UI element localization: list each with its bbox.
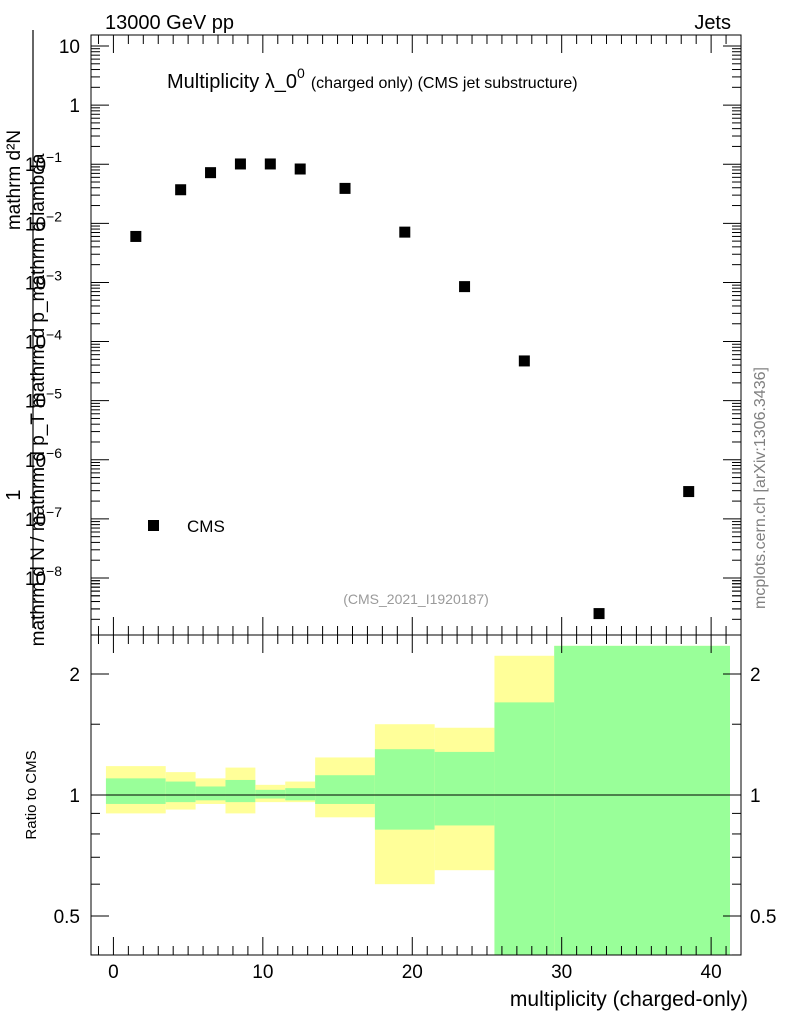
x-tick-label: 30: [551, 962, 572, 983]
data-point: [339, 182, 351, 194]
analysis-watermark: (CMS_2021_I1920187): [343, 591, 489, 607]
side-label: mcplots.cern.ch [arXiv:1306.3436]: [752, 367, 769, 609]
ratio-band-inner: [255, 789, 286, 799]
ratio-band-inner: [285, 788, 316, 801]
ratio-plot: 0 10 20 30 40 2 2 1 1 0.5 0.5 Ratio to CMS multipl…: [23, 634, 776, 1011]
ratio-band-inner: [434, 751, 495, 826]
data-point: [683, 486, 695, 498]
main-frame: [90, 34, 742, 636]
main-y-tick-exponent: −2: [46, 208, 62, 224]
ratio-band-inner: [195, 786, 226, 801]
data-point: [518, 355, 530, 367]
x-axis-label: multiplicity (charged-only): [510, 988, 748, 1011]
ratio-y-tick-label-right: 0.5: [750, 907, 776, 928]
data-point: [175, 184, 187, 196]
ratio-band-inner: [165, 781, 196, 803]
main-y-tick-exponent: −1: [46, 149, 62, 165]
data-point: [264, 158, 276, 170]
header-right: Jets: [694, 12, 731, 34]
ratio-band-inner: [494, 702, 555, 955]
main-y-tick-exponent: −6: [46, 445, 62, 461]
ratio-y-tick-label: 0.5: [54, 907, 80, 928]
main-title: Multiplicity λ_00 (charged only) (CMS jet…: [167, 65, 578, 93]
x-tick-label: 40: [701, 962, 722, 983]
main-title-paren: (charged only) (CMS jet substructure): [311, 75, 578, 92]
x-tick-label: 10: [252, 962, 273, 983]
ratio-y-tick-label: 2: [69, 665, 80, 686]
x-tick-label: 20: [402, 962, 423, 983]
data-point: [399, 226, 411, 238]
legend-label: CMS: [187, 517, 225, 536]
ratio-band-inner: [315, 775, 375, 804]
main-y-label: 1 mathrm d N / mathrm d p_T mathrm d p_m…: [3, 30, 49, 646]
main-y-tick-exponent: −8: [46, 563, 62, 579]
ratio-frame: [90, 634, 742, 956]
data-point: [130, 230, 142, 242]
y-label-one: 1: [3, 489, 25, 500]
legend-marker: [148, 520, 159, 531]
data-point: [205, 167, 217, 179]
main-y-tick-label: 1: [69, 96, 80, 117]
data-point: [234, 158, 246, 170]
ratio-y-tick-label-right: 1: [750, 786, 761, 807]
x-tick-label: 0: [108, 962, 119, 983]
data-point: [593, 608, 605, 620]
main-y-tick-label: 10: [59, 37, 80, 58]
data-point: [459, 281, 471, 293]
main-title-sup: 0: [297, 65, 305, 81]
header-left: 13000 GeV pp: [105, 12, 234, 34]
ratio-y-tick-label-right: 2: [750, 665, 761, 686]
ratio-band-inner: [554, 645, 730, 955]
y-label-den: mathrm d N / mathrm d p_T mathrm d p_mat…: [28, 153, 49, 646]
main-y-tick-exponent: −7: [46, 504, 62, 520]
ratio-band-inner: [105, 778, 166, 804]
main-title-text: Multiplicity λ_0: [167, 71, 297, 93]
ratio-band-inner: [374, 749, 435, 830]
ratio-band-inner: [225, 779, 256, 803]
main-y-tick-exponent: −5: [46, 386, 62, 402]
data-point: [294, 163, 306, 175]
y-label-numerator: mathrm d²N: [4, 130, 25, 230]
main-y-tick-exponent: −3: [46, 267, 62, 283]
ratio-y-label: Ratio to CMS: [23, 750, 40, 839]
main-y-tick-exponent: −4: [46, 327, 62, 343]
ratio-y-tick-label: 1: [69, 786, 80, 807]
